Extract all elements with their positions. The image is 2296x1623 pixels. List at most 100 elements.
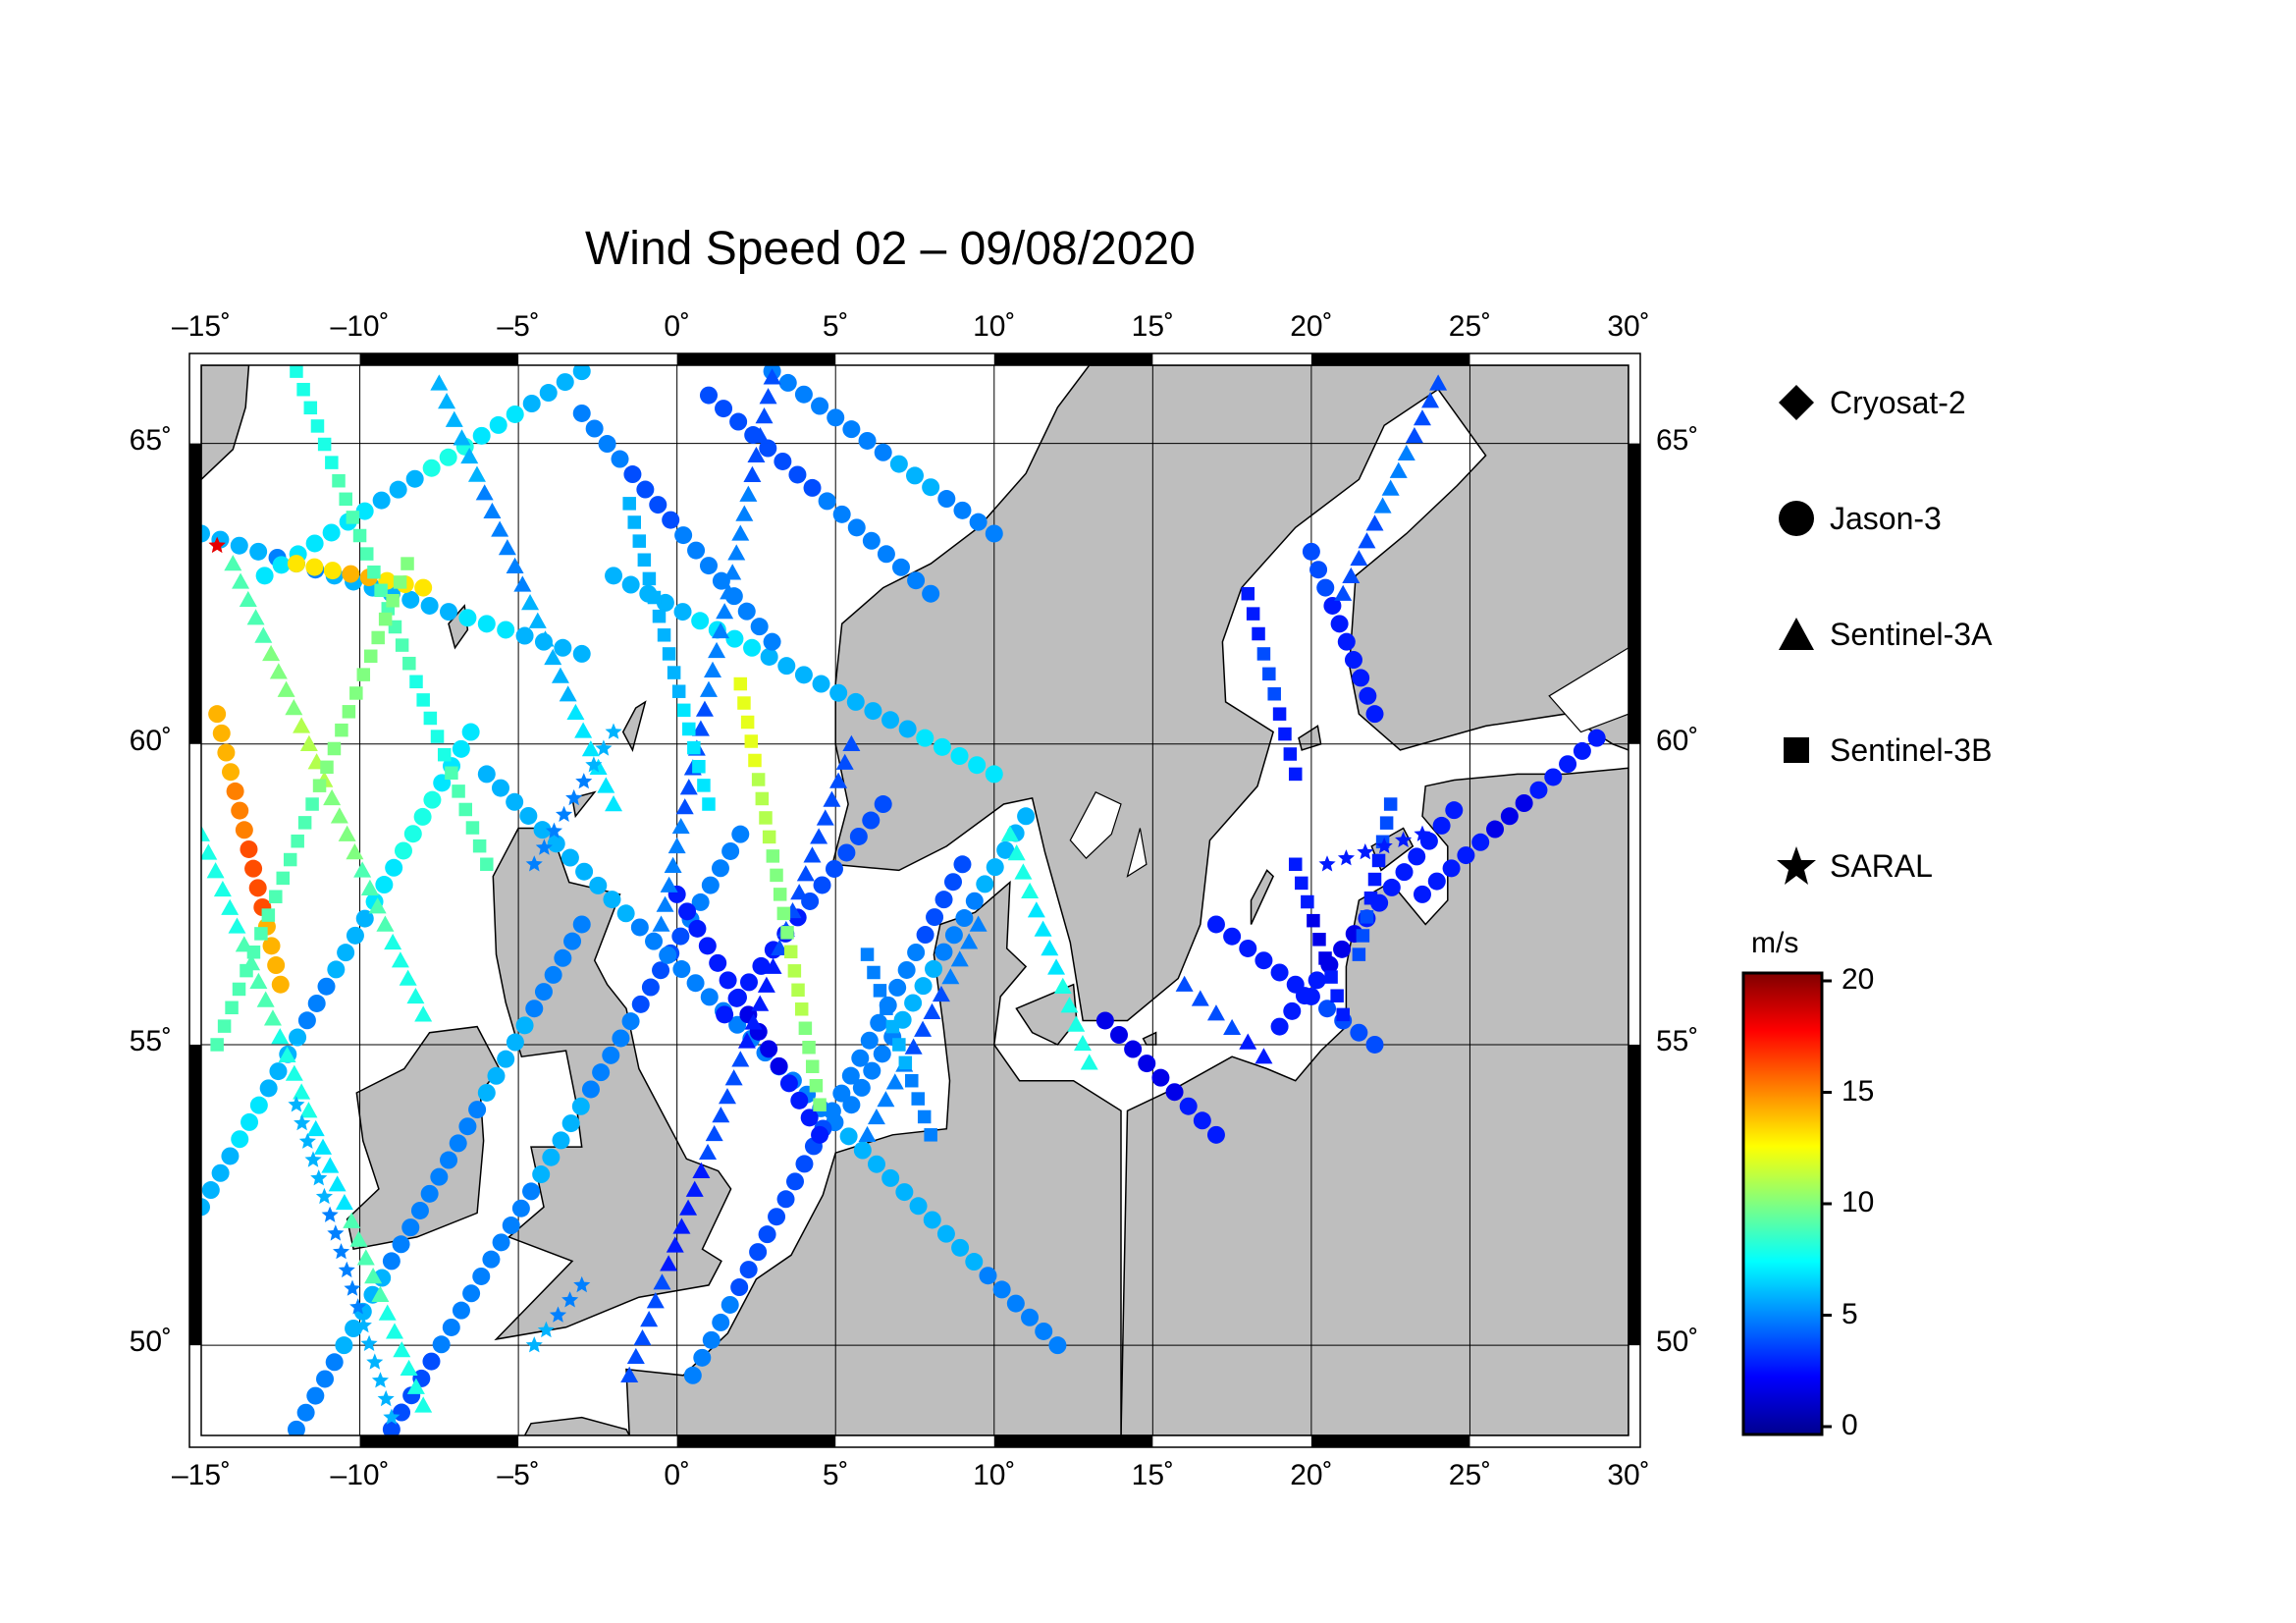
wind-point-circle [985,765,1003,784]
map-title: Wind Speed 02 – 09/08/2020 [585,223,1196,275]
wind-point-circle [1408,847,1426,866]
wind-point-circle [492,1233,510,1252]
wind-point-square [1371,853,1386,868]
wind-point-circle [936,1224,955,1243]
wind-point-triangle [759,388,777,405]
wind-point-circle [563,932,582,950]
wind-point-circle [382,1252,400,1271]
wind-point-circle [1359,686,1377,705]
wind-point-circle [430,1167,449,1186]
wind-point-circle [837,843,856,862]
wind-point-square [367,565,381,579]
wind-point-circle [889,455,908,473]
wind-point-circle [1559,755,1577,774]
wind-point-circle [1365,1035,1384,1054]
wind-point-circle [1323,596,1342,615]
wind-point-circle [1206,1125,1225,1144]
wind-point-circle [950,747,969,766]
wind-point-circle [255,567,274,585]
wind-point-circle [249,542,268,561]
wind-point-triangle [735,505,754,521]
wind-point-circle [716,1005,734,1024]
wind-point-square [1363,891,1378,905]
wind-point-circle [482,1250,501,1269]
wind-point-triangle [221,898,240,915]
colorbar-tick-label: 0 [1842,1409,1858,1441]
wind-point-square [409,675,423,689]
wind-point-square [1278,727,1292,741]
wind-point-triangle [1060,997,1079,1013]
wind-point-square [1307,913,1320,928]
wind-point-circle [846,692,865,711]
wind-point-square [733,676,748,691]
wind-point-triangle [328,1175,347,1192]
map-border [200,364,1629,1436]
wind-point-circle [1457,846,1475,865]
wind-point-triangle [1067,1015,1086,1032]
wind-point-triangle [536,630,555,647]
wind-point-triangle [299,734,318,751]
wind-point-circle [873,1045,891,1063]
wind-point-circle [712,1313,730,1331]
wind-point-circle [656,593,674,612]
wind-point-triangle [597,777,615,793]
wind-point-circle [849,827,868,845]
wind-point-triangle [727,544,746,561]
wind-point-circle [934,943,953,961]
wind-point-circle [1344,651,1362,670]
wind-point-circle [649,496,667,514]
wind-point-triangle [1365,514,1384,531]
wind-point-triangle [1429,374,1448,391]
wind-point-circle [316,1370,335,1388]
wind-point-triangle [914,1020,933,1037]
wind-point-star [327,1224,345,1241]
tick-label: –5˚ [497,310,540,343]
tick-label: 50˚ [129,1325,172,1359]
wind-point-square [860,947,875,961]
wind-point-circle [1330,615,1349,633]
wind-point-square [1267,687,1281,701]
wind-point-star [288,1096,305,1112]
wind-point-circle [506,1033,524,1052]
wind-point-circle [749,1243,768,1262]
wind-point-circle [976,875,994,893]
wind-point-triangle [335,1193,353,1211]
wind-point-triangle [263,1009,282,1026]
wind-point-triangle [254,626,273,643]
wind-point-square [652,609,667,623]
wind-point-square [346,511,360,524]
wind-point-circle [423,790,442,809]
wind-point-square [911,1092,925,1106]
legend-label: Cryosat-2 [1830,384,1966,420]
wind-point-star [585,756,603,773]
wind-point-circle [923,1211,941,1229]
wind-point-circle [621,575,640,594]
wind-point-circle [1223,927,1242,946]
wind-point-square [305,797,319,811]
wind-point-circle [842,1096,861,1114]
wind-point-square [276,871,291,886]
wind-point-circle [671,927,690,946]
wind-point-circle [730,1278,749,1297]
wind-point-circle [420,596,439,615]
wind-point-circle [556,373,574,392]
wind-point-triangle [620,1366,639,1382]
wind-point-circle [691,893,710,911]
wind-point-circle [612,1029,630,1048]
frame-segment [189,1044,201,1346]
wind-point-star [575,773,593,789]
wind-point-triangle [1080,1054,1098,1070]
wind-point-star [360,1334,378,1351]
wind-point-circle [1318,1000,1337,1018]
wind-point-triangle [551,667,569,683]
wind-point-circle [598,435,616,454]
wind-point-triangle [445,410,463,427]
wind-point-circle [725,629,744,648]
wind-point-circle [533,821,552,839]
wind-point-circle [794,666,813,684]
wind-point-circle [1432,816,1451,835]
wind-point-triangle [1021,882,1040,899]
frame-segment [1310,353,1470,365]
wind-point-triangle [391,951,409,968]
